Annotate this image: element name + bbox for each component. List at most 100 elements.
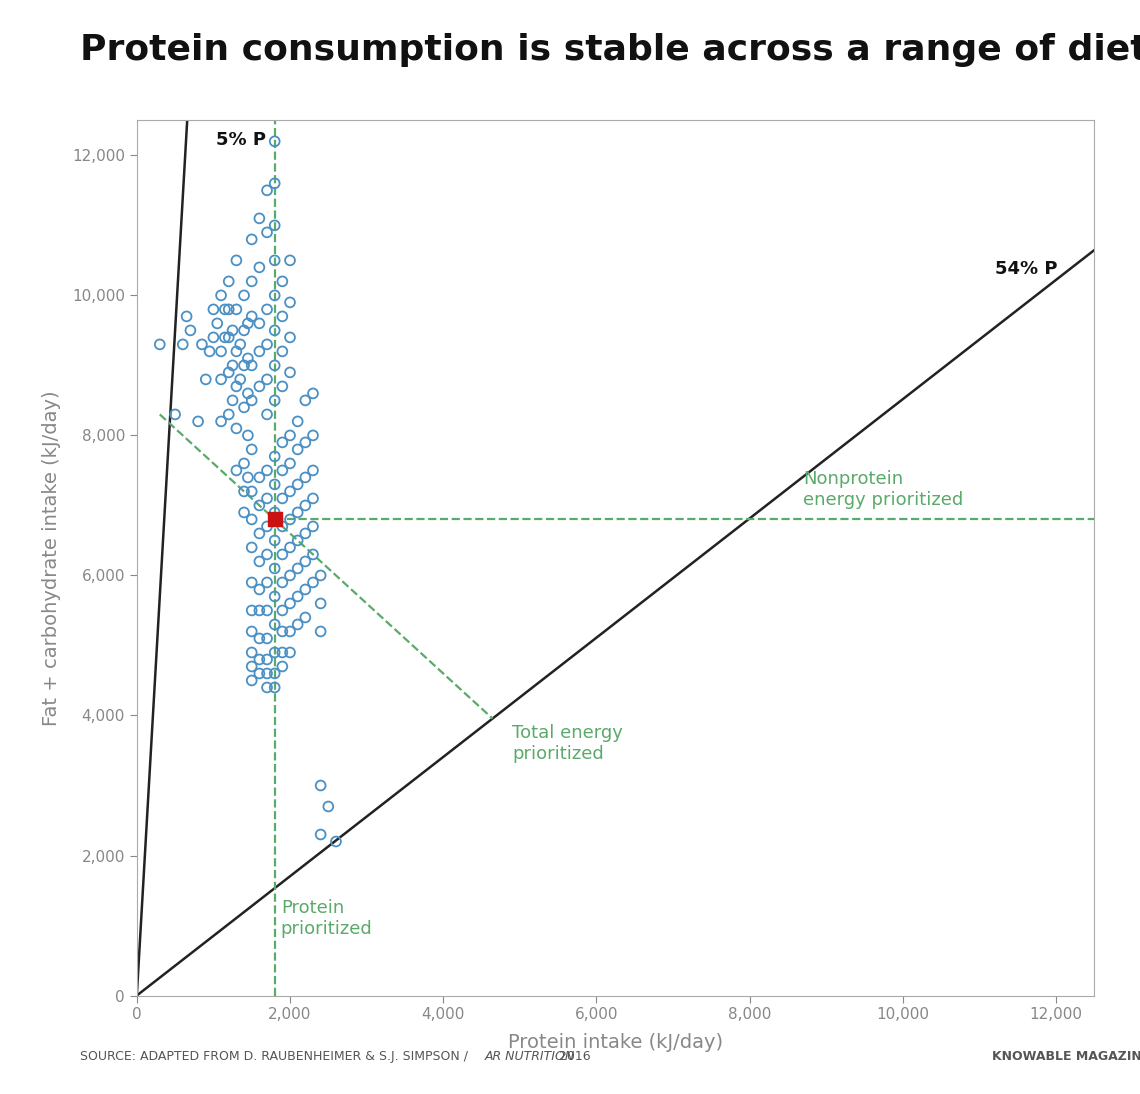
Point [243, 441, 261, 458]
Point [235, 398, 253, 416]
Point [266, 587, 284, 605]
Point [243, 622, 261, 640]
Point [296, 552, 315, 570]
Point [280, 567, 299, 584]
Point [220, 301, 238, 318]
Point [274, 622, 292, 640]
Point [235, 482, 253, 500]
Point [266, 447, 284, 465]
Point [304, 427, 323, 444]
Point [251, 497, 269, 514]
Point [215, 328, 234, 346]
Text: AR NUTRITION: AR NUTRITION [484, 1050, 575, 1063]
Point [193, 336, 211, 353]
Point [280, 482, 299, 500]
Point [296, 525, 315, 543]
Point [266, 560, 284, 578]
Point [311, 826, 329, 843]
Point [243, 672, 261, 689]
Point [304, 462, 323, 479]
Point [220, 328, 238, 346]
Point [251, 665, 269, 683]
Point [243, 272, 261, 290]
Point [296, 581, 315, 598]
Point [258, 573, 276, 591]
Point [280, 538, 299, 556]
Point [266, 511, 284, 528]
Point [243, 538, 261, 556]
Point [266, 643, 284, 661]
Point [212, 342, 230, 360]
Point [280, 455, 299, 473]
Point [209, 315, 227, 333]
Point [258, 223, 276, 241]
Point [227, 377, 245, 395]
Point [223, 322, 242, 339]
Point [327, 833, 345, 850]
Point [311, 567, 329, 584]
Point [227, 252, 245, 269]
Point [251, 210, 269, 228]
Point [258, 602, 276, 619]
Point [266, 678, 284, 696]
Point [266, 322, 284, 339]
Point [296, 392, 315, 409]
Point [258, 182, 276, 199]
Point [280, 622, 299, 640]
Point [251, 552, 269, 570]
Point [280, 293, 299, 311]
Point [181, 322, 199, 339]
Point [258, 301, 276, 318]
Point [243, 573, 261, 591]
Point [258, 630, 276, 648]
Text: 2016: 2016 [555, 1050, 591, 1063]
Point [173, 336, 192, 353]
Point [296, 433, 315, 451]
Point [266, 217, 284, 234]
Point [266, 616, 284, 633]
Point [235, 503, 253, 521]
Point [235, 455, 253, 473]
Point [220, 406, 238, 423]
Point [258, 462, 276, 479]
Point [274, 490, 292, 508]
Point [288, 616, 307, 633]
Point [251, 651, 269, 668]
Point [227, 420, 245, 438]
Point [288, 587, 307, 605]
Point [235, 287, 253, 304]
Point [258, 336, 276, 353]
Point [274, 377, 292, 395]
Point [304, 517, 323, 535]
Point [266, 532, 284, 549]
Point [223, 392, 242, 409]
Point [243, 482, 261, 500]
Point [258, 406, 276, 423]
Point [235, 357, 253, 374]
Point [288, 441, 307, 458]
Point [231, 371, 250, 388]
Point [266, 175, 284, 193]
Point [274, 433, 292, 451]
Point [238, 468, 256, 486]
Point [251, 342, 269, 360]
Point [288, 412, 307, 430]
Point [243, 307, 261, 325]
Point [201, 342, 219, 360]
Point [178, 307, 196, 325]
Point [204, 328, 222, 346]
Point [243, 643, 261, 661]
Point [280, 643, 299, 661]
Point [280, 427, 299, 444]
Point [231, 336, 250, 353]
Point [311, 777, 329, 794]
Point [280, 511, 299, 528]
Point [189, 412, 207, 430]
Point [266, 132, 284, 150]
Point [266, 252, 284, 269]
Point [235, 322, 253, 339]
Point [258, 490, 276, 508]
Point [238, 350, 256, 368]
Point [212, 412, 230, 430]
Point [258, 546, 276, 563]
